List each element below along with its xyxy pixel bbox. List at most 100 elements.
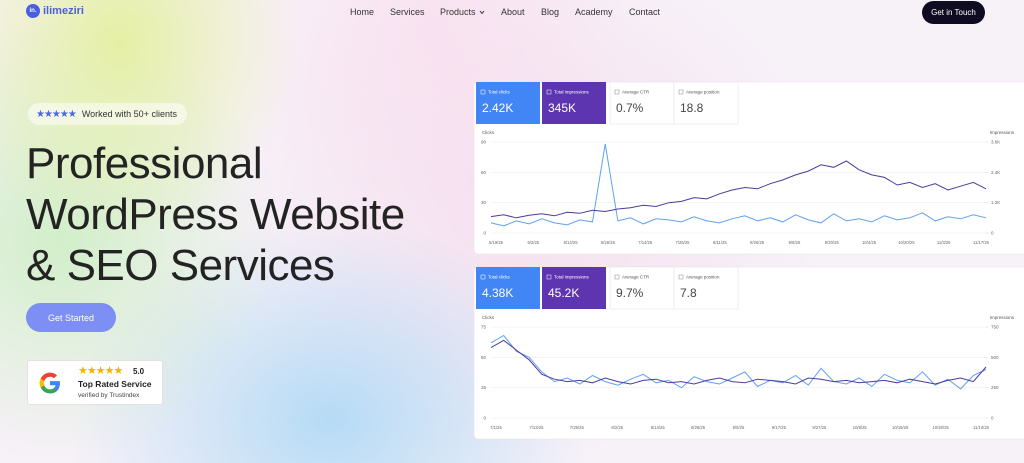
y-axis-label: Clicks [482, 315, 495, 320]
metric-value: 7.8 [680, 286, 697, 300]
chart-panel: Total clicks 4.38K Total impressions 45.2K A… [474, 266, 1024, 440]
logo[interactable]: in. ilimeziri [26, 4, 84, 18]
metric-label: Average position [686, 90, 720, 95]
x-tick-label: 8/14/25 [651, 425, 666, 430]
x-tick-label: 10/8/25 [853, 425, 868, 430]
y2-tick-label: 0 [991, 416, 994, 421]
metric-box[interactable]: Average position 7.8 [673, 266, 739, 310]
metric-bg [476, 82, 540, 124]
x-tick-label: 6/26/25 [601, 240, 616, 245]
x-tick-label: 9/5/25 [733, 425, 745, 430]
metric-label: Total clicks [488, 90, 511, 95]
x-tick-label: 9/8/25 [789, 240, 801, 245]
start-button[interactable]: Get Started [26, 303, 116, 332]
metric-box[interactable]: Average CTR 0.7% [609, 81, 675, 125]
x-tick-label: 6/2/25 [527, 240, 539, 245]
nav-link[interactable]: Home [350, 7, 375, 17]
metric-bg [542, 82, 606, 124]
x-tick-label: 6/14/25 [564, 240, 579, 245]
x-tick-label: 8/11/25 [713, 240, 727, 245]
title-line: Professional [26, 139, 263, 188]
y2-tick-label: 750 [991, 325, 999, 330]
x-tick-label: 8/26/25 [691, 425, 706, 430]
metric-bg [673, 266, 739, 310]
metric-bg [609, 81, 675, 125]
hero-title: Professional WordPress Website & SEO Ser… [26, 138, 405, 291]
x-tick-label: 11/17/25 [973, 240, 990, 245]
y2-tick-label: 2.4K [991, 170, 1000, 175]
panel-bg [474, 266, 1024, 440]
review-score: 5.0 [133, 367, 145, 376]
x-tick-label: 8/26/25 [750, 240, 765, 245]
nav-link[interactable]: Blog [541, 7, 560, 17]
y-tick-label: 0 [483, 231, 486, 236]
y-tick-label: 75 [481, 325, 487, 330]
nav-link[interactable]: Contact [629, 7, 661, 17]
x-tick-label: 7/14/25 [638, 240, 653, 245]
x-tick-label: 7/25/25 [570, 425, 585, 430]
y-tick-label: 50 [481, 355, 487, 360]
review-card: ★★★★★ 5.0 Top Rated Service verified by … [27, 360, 163, 405]
metric-box[interactable]: Total clicks 2.42K [476, 82, 540, 124]
metric-box[interactable]: Total impressions 45.2K [542, 267, 606, 309]
x-tick-label: 11/10/25 [973, 425, 990, 430]
x-tick-label: 11/3/25 [937, 240, 951, 245]
series-line [490, 143, 987, 227]
y2-tick-label: 0 [991, 231, 994, 236]
cta-button[interactable]: Get in Touch [922, 1, 985, 24]
checkbox [546, 89, 552, 95]
panel-bg [474, 81, 1024, 255]
y-tick-label: 30 [481, 200, 487, 205]
metric-label: Total impressions [554, 275, 590, 280]
metric-bg [673, 81, 739, 125]
x-tick-label: 7/13/25 [529, 425, 544, 430]
series-line [490, 339, 987, 385]
metric-value: 9.7% [616, 286, 644, 300]
metric-label: Total clicks [488, 275, 511, 280]
checkbox [614, 89, 620, 95]
metric-bg [476, 267, 540, 309]
x-tick-label: 9/17/25 [772, 425, 787, 430]
x-tick-label: 9/27/25 [812, 425, 827, 430]
metric-value: 2.42K [482, 101, 513, 115]
checkbox [480, 89, 486, 95]
nav-link[interactable]: Academy [575, 7, 613, 17]
checkbox [678, 89, 684, 95]
y2-tick-label: 1.2K [991, 200, 1000, 205]
nav-link[interactable]: Services [390, 7, 425, 17]
stars-icon: ★★★★★ [78, 365, 123, 377]
y2-axis-label: Impressions [990, 315, 1015, 320]
y-tick-label: 25 [481, 385, 487, 390]
title-line: & SEO Services [26, 241, 335, 290]
checkbox [678, 274, 684, 280]
x-tick-label: 9/20/25 [825, 240, 840, 245]
metric-label: Total impressions [554, 90, 590, 95]
checkbox [480, 274, 486, 280]
dropdown-chevron [479, 10, 485, 15]
y2-tick-label: 3.6K [991, 140, 1000, 145]
y-tick-label: 90 [481, 140, 487, 145]
metric-label: Average position [686, 275, 720, 280]
metric-label: Average CTR [622, 90, 650, 95]
metric-bg [542, 267, 606, 309]
nav-link[interactable]: Products [440, 7, 476, 17]
metric-label: Average CTR [622, 275, 650, 280]
x-tick-label: 10/19/25 [892, 425, 909, 430]
x-tick-label: 5/19/25 [489, 240, 504, 245]
google-logo [39, 372, 60, 394]
metric-box[interactable]: Total clicks 4.38K [476, 267, 540, 309]
y2-axis-label: Impressions [990, 130, 1015, 135]
x-tick-label: 7/26/25 [676, 240, 691, 245]
x-tick-label: 7/1/25 [490, 425, 502, 430]
x-tick-label: 10/30/25 [932, 425, 949, 430]
nav-link[interactable]: About [501, 7, 525, 17]
x-tick-label: 10/4/25 [862, 240, 877, 245]
metric-box[interactable]: Total impressions 345K [542, 82, 606, 124]
checkbox [614, 274, 620, 280]
metric-box[interactable]: Average position 18.8 [673, 81, 739, 125]
metric-box[interactable]: Average CTR 9.7% [609, 266, 675, 310]
badge-text: Worked with 50+ clients [81, 109, 177, 119]
metric-value: 4.38K [482, 286, 513, 300]
review-verified: verified by Trustindex [78, 392, 140, 399]
